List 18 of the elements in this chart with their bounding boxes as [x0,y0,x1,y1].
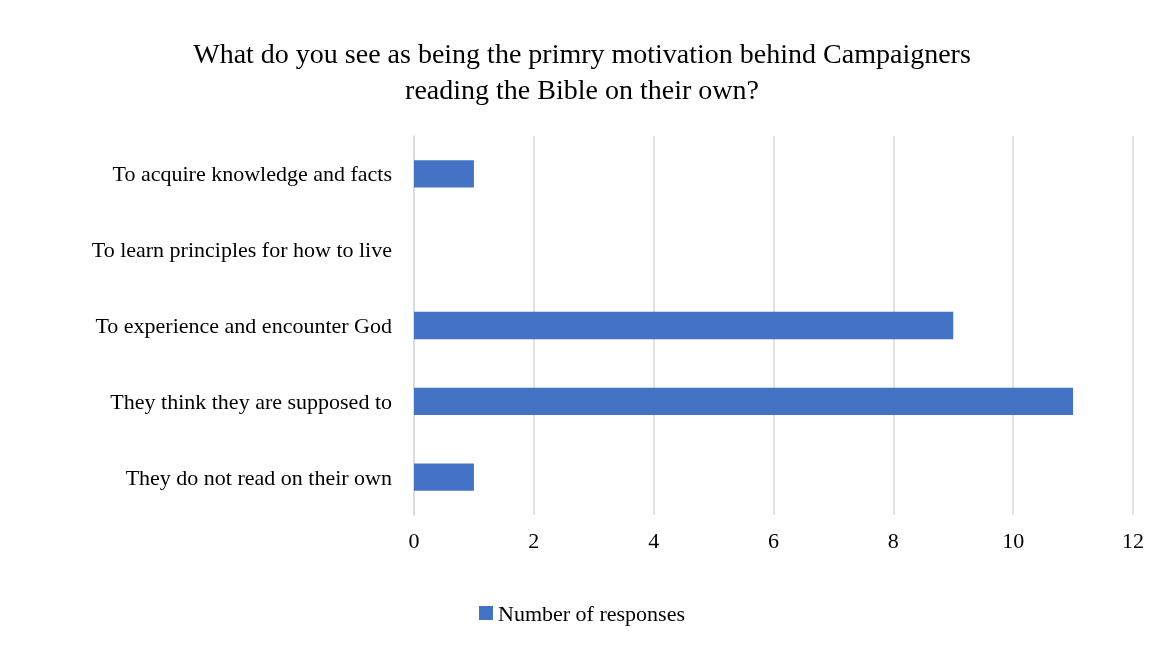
bar [414,387,1074,415]
x-tick-label: 4 [648,527,660,553]
y-tick-label: To acquire knowledge and facts [112,161,392,187]
legend-label: Number of responses [498,600,685,626]
x-tick-label: 2 [528,527,540,553]
y-tick-label: They do not read on their own [125,464,392,490]
bar [414,311,954,340]
y-tick-label: They think they are supposed to [110,388,392,414]
chart-title: What do you see as being the primry motivation behind Campaigners reading the Bible on their own? [193,37,971,105]
x-tick-label: 10 [1002,527,1025,553]
x-tick-label: 0 [408,527,420,553]
x-tick-label: 6 [768,527,779,553]
bar [414,463,474,491]
x-tick-label: 12 [1122,527,1144,553]
x-tick-label: 8 [887,527,899,553]
y-tick-label: To experience and encounter God [95,313,392,338]
y-tick-label: To learn principles for how to live [91,237,392,263]
bar [414,160,474,188]
